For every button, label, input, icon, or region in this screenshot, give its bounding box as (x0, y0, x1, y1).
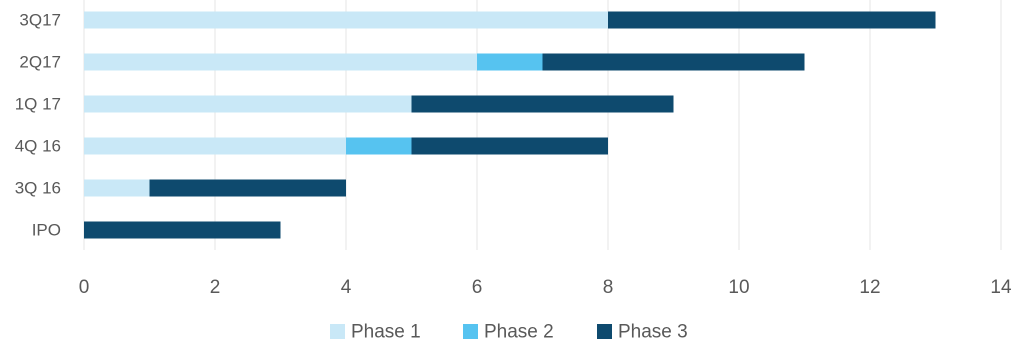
bar-3-1 (542, 53, 805, 71)
bars (84, 11, 936, 239)
bar-1-1 (84, 53, 477, 71)
category-label: 4Q 16 (15, 137, 61, 156)
x-tick-label: 6 (472, 277, 483, 298)
bar-3-3 (411, 137, 608, 155)
legend-label-2: Phase 2 (484, 322, 554, 343)
x-tick-label: 4 (341, 277, 352, 298)
legend-swatch-3 (597, 324, 612, 339)
x-tick-label: 10 (728, 277, 749, 298)
bar-3-5 (84, 221, 281, 239)
legend-label-3: Phase 3 (618, 322, 688, 343)
legend-label-1: Phase 1 (351, 322, 421, 343)
x-tick-label: 2 (210, 277, 221, 298)
x-tick-label: 14 (990, 277, 1012, 298)
bar-1-0 (84, 11, 608, 29)
category-labels: 3Q17 2Q17 1Q 17 4Q 16 3Q 16 IPO (15, 11, 61, 240)
x-tick-label: 0 (79, 277, 90, 298)
category-label: IPO (32, 221, 61, 240)
x-tick-labels: 0 2 4 6 8 10 12 14 (79, 277, 1012, 298)
legend-swatch-2 (463, 324, 478, 339)
category-label: 1Q 17 (15, 95, 61, 114)
bar-1-3 (84, 137, 346, 155)
bar-1-2 (84, 95, 412, 113)
legend: Phase 1 Phase 2 Phase 3 (330, 322, 688, 343)
bar-3-2 (411, 95, 674, 113)
category-label: 3Q 16 (15, 179, 61, 198)
category-label: 3Q17 (19, 11, 61, 30)
bar-2-3 (346, 137, 412, 155)
bar-3-4 (149, 179, 346, 197)
bar-3-0 (608, 11, 936, 29)
bar-2-1 (477, 53, 543, 71)
x-tick-label: 8 (603, 277, 614, 298)
bar-1-4 (84, 179, 150, 197)
legend-swatch-1 (330, 324, 345, 339)
gridlines (83, 0, 1002, 250)
x-tick-label: 12 (859, 277, 880, 298)
category-label: 2Q17 (19, 53, 61, 72)
